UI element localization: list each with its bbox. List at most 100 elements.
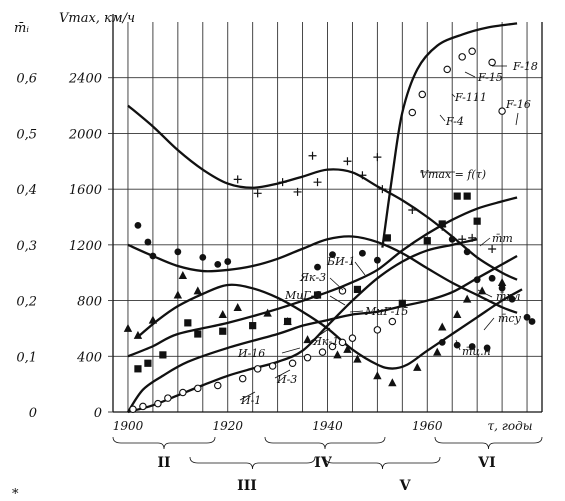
- triangle-marker: [438, 322, 447, 331]
- dot-marker: [528, 318, 536, 325]
- square-marker: [194, 330, 202, 338]
- period-label: VI: [477, 455, 495, 471]
- annotation-label: F-16: [505, 98, 531, 111]
- triangle-marker: [148, 315, 158, 324]
- y-right-tick-label: 2000: [68, 127, 102, 142]
- open-circle-marker: [348, 334, 357, 342]
- y-right-tick-label: 1600: [69, 183, 102, 198]
- x-axis-title: τ, годы: [488, 419, 533, 433]
- y-right-tick-label: 400: [76, 350, 102, 365]
- period-label: II: [157, 455, 170, 471]
- annotation-label: m̄т: [492, 232, 513, 245]
- square-marker: [463, 192, 471, 200]
- plus-marker: [293, 187, 302, 196]
- triangle-marker: [388, 378, 397, 387]
- y-right-tick-label: 0: [94, 406, 102, 421]
- leader-line: [354, 261, 366, 276]
- period-label: V: [399, 478, 412, 494]
- annotation-label: F-4: [445, 115, 464, 128]
- dot-marker: [473, 276, 481, 284]
- open-circle-marker: [418, 90, 427, 99]
- plus-marker: [458, 235, 467, 244]
- dot-marker: [314, 263, 321, 271]
- leader-line: [239, 391, 256, 401]
- plus-marker: [373, 153, 382, 162]
- period-label: IV: [314, 455, 333, 471]
- triangle-marker: [333, 350, 342, 359]
- plus-marker: [308, 151, 317, 160]
- square-marker: [144, 359, 152, 367]
- annotation-label: БИ-1: [326, 255, 355, 268]
- dot-marker: [373, 256, 381, 264]
- y-right-tick-label: 1200: [69, 239, 102, 254]
- y-right-tick-label: 2400: [68, 72, 102, 87]
- period-bracket: [434, 436, 543, 450]
- y-left-tick-label: 0,5: [16, 127, 37, 142]
- triangle-marker: [133, 330, 143, 339]
- series-line: [137, 283, 523, 370]
- open-circle-marker: [179, 388, 187, 397]
- square-marker: [383, 234, 391, 242]
- dot-marker: [483, 344, 491, 352]
- annotation-label: МиГ-15: [364, 305, 408, 318]
- square-marker: [249, 322, 257, 330]
- open-circle-marker: [154, 399, 162, 408]
- dot-marker: [359, 249, 366, 257]
- annotation-label: Як-1: [312, 335, 339, 348]
- annotation-label: m̄пл: [496, 290, 521, 303]
- dot-marker: [144, 238, 152, 246]
- leader-line: [274, 369, 291, 379]
- triangle-marker: [343, 344, 352, 353]
- square-marker: [134, 365, 142, 373]
- triangle-marker: [173, 290, 183, 299]
- annotation-label: И-1: [240, 394, 261, 407]
- y-left-tick-label: 0,1: [16, 350, 37, 365]
- leader-line: [451, 93, 456, 98]
- square-marker: [353, 285, 362, 294]
- leader-line: [310, 327, 331, 342]
- square-marker: [398, 299, 406, 307]
- plus-marker: [378, 185, 387, 194]
- triangle-marker: [462, 294, 472, 303]
- annotation-label: МиГ-3: [284, 289, 321, 302]
- triangle-marker: [193, 286, 203, 295]
- leader-line: [483, 317, 495, 331]
- dot-marker: [463, 248, 471, 256]
- open-circle-marker: [318, 348, 327, 356]
- triangle-marker: [477, 286, 487, 295]
- open-circle-marker: [268, 362, 277, 370]
- open-circle-marker: [408, 108, 417, 117]
- open-circle-marker: [443, 65, 451, 74]
- plus-marker: [278, 178, 287, 187]
- dot-marker: [438, 338, 446, 346]
- dot-marker: [199, 253, 207, 261]
- plus-marker: [253, 189, 262, 198]
- x-tick-label: 1920: [212, 419, 243, 433]
- data-markers: [123, 47, 536, 413]
- leader-line: [464, 71, 476, 78]
- plus-marker: [408, 206, 417, 215]
- open-circle-marker: [373, 326, 382, 334]
- open-circle-marker: [328, 342, 337, 351]
- square-marker: [473, 217, 481, 225]
- open-circle-marker: [194, 384, 202, 393]
- plus-marker: [233, 175, 242, 184]
- dot-marker: [523, 313, 531, 321]
- square-marker: [438, 220, 446, 228]
- triangle-marker: [497, 277, 507, 286]
- annotation-label: m̄су: [498, 312, 522, 325]
- square-marker: [453, 192, 461, 200]
- axes: 0 0,1 0,2 0,3 0,4 0,5 0,6 0 400 800 1200 1600 2000 24…: [14, 11, 543, 433]
- open-circle-marker: [338, 338, 347, 347]
- x-tick-label: 1960: [412, 419, 443, 433]
- y-left-tick-label: 0,2: [16, 295, 37, 310]
- series-line: [126, 254, 518, 413]
- period-bracket: [112, 436, 216, 450]
- y-left-tick-label: 0,6: [16, 72, 37, 87]
- open-circle-marker: [338, 287, 347, 295]
- dot-marker: [468, 343, 476, 350]
- annotation-label: F-15: [477, 71, 503, 84]
- plus-marker: [488, 245, 497, 254]
- x-tick-label: 1940: [312, 419, 343, 433]
